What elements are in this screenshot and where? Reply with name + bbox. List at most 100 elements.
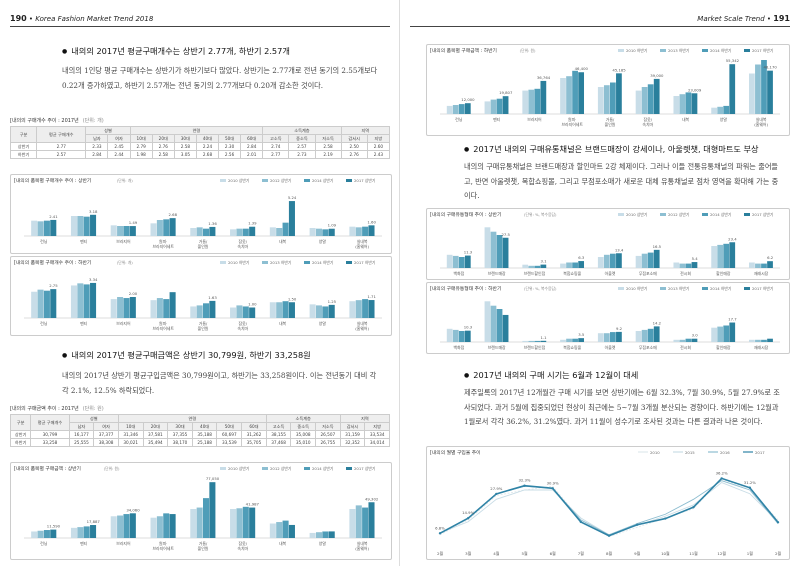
bar <box>610 82 616 114</box>
bar <box>150 223 157 236</box>
data-label: 34,060 <box>126 507 140 512</box>
bar <box>560 339 566 342</box>
bar <box>282 222 289 236</box>
chart-box-4 <box>426 44 790 136</box>
legend-swatch <box>618 213 624 216</box>
bar <box>711 107 717 114</box>
table-cell: 37,468 <box>265 438 292 447</box>
bar <box>522 340 529 342</box>
bar <box>150 517 157 538</box>
legend-label: 2017 상반기 <box>354 466 375 471</box>
bar <box>230 307 237 318</box>
bar <box>31 531 38 538</box>
bar <box>236 305 243 318</box>
chart-title: [내의의 구매유통형태 추이 : 하반기 <box>430 285 501 292</box>
x-tick-label: (홈웨어) <box>754 122 768 127</box>
table-cell: 2.01 <box>240 150 264 159</box>
bar <box>328 304 335 318</box>
x-tick-label: 팬티 <box>80 541 88 546</box>
bar <box>603 333 610 342</box>
data-label: 12,000 <box>461 97 475 102</box>
bar <box>269 302 276 318</box>
x-tick-label: 올인원 <box>198 244 209 249</box>
bar <box>163 513 170 538</box>
table-cell: 2.19 <box>314 150 342 159</box>
table2-caption: [내의의 구매금액 추이 : 2017년 (단위: 원) <box>10 406 104 412</box>
bar <box>749 73 755 114</box>
table-cell: 31,159 <box>339 430 366 439</box>
bar <box>653 78 660 114</box>
bar <box>597 333 604 342</box>
x-tick-label: 3월 <box>465 551 471 556</box>
bar <box>458 257 465 268</box>
table-cell: 60,697 <box>216 430 243 439</box>
bar <box>464 330 471 342</box>
legend-swatch <box>618 49 624 52</box>
table-subheader: 고소득 <box>262 134 290 143</box>
table-header: 성별 <box>68 414 119 423</box>
bar <box>31 291 38 318</box>
bar <box>673 96 680 114</box>
legend-swatch <box>702 287 708 290</box>
x-tick-label: 원피· <box>159 321 167 326</box>
table-subheader: 남자 <box>85 134 109 143</box>
data-point <box>748 486 752 489</box>
bar <box>761 339 767 342</box>
bar <box>484 101 491 114</box>
legend-label: 2012 상반기 <box>270 178 291 183</box>
x-tick-label: 전시회 <box>680 345 691 350</box>
bar <box>679 339 686 342</box>
bar <box>322 306 329 318</box>
bar <box>691 93 698 114</box>
table-subheader: 40대 <box>191 422 218 431</box>
bar <box>540 264 547 268</box>
bar <box>560 78 566 114</box>
chart-unit: (단위: 원) <box>520 48 536 53</box>
table-cell: 33,534 <box>364 430 390 439</box>
x-tick-label: 복합쇼핑몰 <box>563 271 581 276</box>
bar <box>315 228 323 236</box>
x-tick-label: 브랜드매장 <box>488 271 506 276</box>
table-cell: 2.50 <box>340 142 368 151</box>
bar <box>31 220 38 236</box>
table-subheader: 30대 <box>173 134 197 143</box>
data-label: 11.3 <box>464 250 473 255</box>
bar <box>717 106 724 114</box>
table-subheader: 지방 <box>366 134 391 143</box>
table-subheader: 지방 <box>364 422 390 431</box>
bar <box>236 228 243 236</box>
data-label: 6.2 <box>767 255 774 260</box>
bar <box>578 72 585 114</box>
bar <box>230 509 237 538</box>
table-subheader: 30대 <box>167 422 193 431</box>
chart-unit: (단위: 원) <box>104 466 120 471</box>
data-label: 2.75 <box>49 283 58 288</box>
data-label: 19,807 <box>499 90 513 95</box>
bar <box>276 522 283 538</box>
x-tick-label: 브랜드매장 <box>488 345 506 350</box>
bar <box>269 227 276 236</box>
legend-label: 2014 하반기 <box>710 48 731 53</box>
data-label: 49,302 <box>365 496 379 501</box>
data-label: 31.2% <box>744 480 756 485</box>
bar <box>110 225 117 236</box>
bar <box>641 87 648 114</box>
bar <box>276 302 283 318</box>
bar <box>355 227 362 236</box>
legend-swatch <box>220 467 226 470</box>
legend-swatch <box>618 287 624 290</box>
bar <box>288 302 295 318</box>
bar <box>653 249 660 268</box>
legend-label: 2014 상반기 <box>710 212 731 217</box>
legend-swatch <box>346 467 352 470</box>
x-tick-label: 런닝 <box>40 239 48 244</box>
legend-label: 2010 하반기 <box>626 48 647 53</box>
x-tick-label: 11월 <box>689 551 698 556</box>
bar <box>276 228 283 236</box>
data-label: 39,000 <box>650 73 664 78</box>
table-cell: 2.73 <box>288 150 316 159</box>
bar <box>203 303 210 318</box>
data-label: 16.5 <box>653 244 662 249</box>
x-tick-label: 거들/ <box>199 239 208 244</box>
bar <box>717 244 724 268</box>
